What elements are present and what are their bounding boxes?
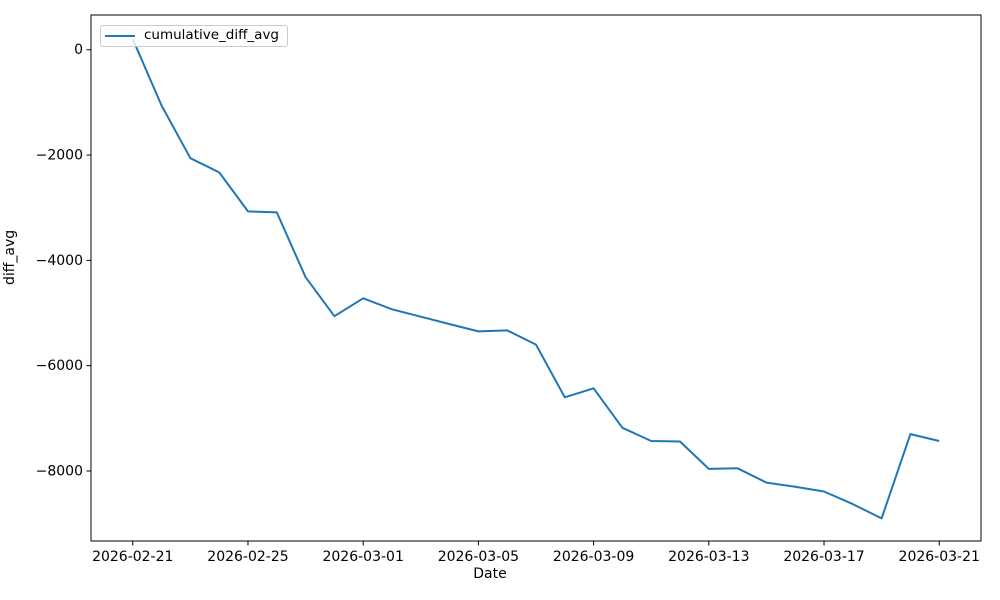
x-axis-label: Date [473, 566, 507, 582]
x-tick-label: 2026-03-09 [553, 549, 634, 565]
x-tick-label: 2026-02-25 [207, 549, 288, 565]
legend-label: cumulative_diff_avg [144, 27, 279, 44]
y-axis-ticks: 0 −2000 −4000 −6000 −8000 [36, 42, 91, 479]
y-tick-label: −6000 [36, 358, 83, 374]
y-tick-label: −4000 [36, 253, 83, 269]
legend-line-sample-icon [105, 35, 135, 37]
x-tick-label: 2026-03-13 [668, 549, 749, 565]
x-tick-label: 2026-03-01 [322, 549, 403, 565]
legend: cumulative_diff_avg [100, 25, 288, 47]
y-axis-label: diff_avg [2, 229, 18, 285]
y-tick-label: −2000 [36, 148, 83, 164]
y-tick-label: −8000 [36, 463, 83, 479]
x-tick-label: 2026-02-21 [92, 549, 173, 565]
x-tick-label: 2026-03-21 [899, 549, 980, 565]
axes-frame [90, 14, 982, 542]
x-tick-label: 2026-03-17 [783, 549, 864, 565]
x-axis-ticks: 2026-02-21 2026-02-25 2026-03-01 2026-03-05… [92, 541, 980, 565]
series-line-cumulative-diff-avg [131, 38, 940, 520]
x-tick-label: 2026-03-05 [438, 549, 519, 565]
y-tick-label: 0 [74, 42, 83, 58]
